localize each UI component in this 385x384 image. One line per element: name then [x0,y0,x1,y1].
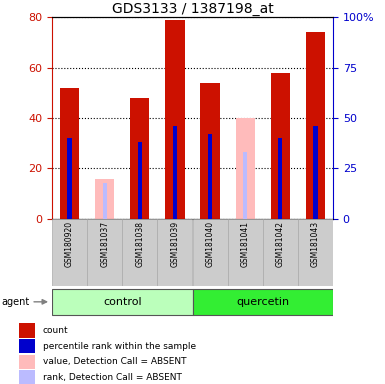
Bar [52,289,192,315]
Text: percentile rank within the sample: percentile rank within the sample [43,342,196,351]
Text: GSM181041: GSM181041 [241,221,250,267]
Text: control: control [103,297,142,307]
Text: GSM181040: GSM181040 [206,221,214,267]
Text: GSM181037: GSM181037 [100,221,109,267]
Text: rank, Detection Call = ABSENT: rank, Detection Call = ABSENT [43,373,182,382]
Bar [236,118,255,219]
Bar [243,152,247,219]
Bar [67,138,72,219]
Text: agent: agent [1,297,29,307]
Bar [19,339,35,353]
Text: GSM181043: GSM181043 [311,221,320,267]
Bar [19,370,35,384]
Bar [19,323,35,338]
Bar [192,219,228,286]
Bar [271,73,290,219]
Text: GSM181039: GSM181039 [171,221,179,267]
Bar [298,219,333,286]
Text: quercetin: quercetin [236,297,289,307]
Bar [52,219,87,286]
Text: value, Detection Call = ABSENT: value, Detection Call = ABSENT [43,357,186,366]
Text: GSM181038: GSM181038 [135,221,144,267]
Bar [165,20,184,219]
Bar [87,219,122,286]
Bar [313,126,318,219]
Bar [201,83,220,219]
Bar [278,138,283,219]
Bar [263,219,298,286]
Bar [306,32,325,219]
Title: GDS3133 / 1387198_at: GDS3133 / 1387198_at [112,2,273,16]
Bar [122,219,157,286]
Bar [157,219,192,286]
Bar [102,183,107,219]
Text: GSM181042: GSM181042 [276,221,285,267]
Bar [192,289,333,315]
Text: GSM180920: GSM180920 [65,221,74,267]
Text: count: count [43,326,69,335]
Bar [208,134,212,219]
Bar [228,219,263,286]
Bar [130,98,149,219]
Bar [138,142,142,219]
Bar [19,355,35,369]
Bar [95,179,114,219]
Bar [173,126,177,219]
Bar [60,88,79,219]
